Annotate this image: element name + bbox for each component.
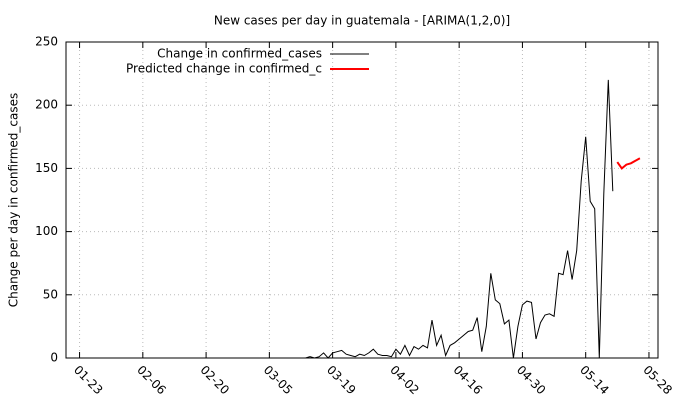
series-line [616,157,641,170]
y-axis-label: Change per day in confirmed_cases [7,93,21,308]
series-line [305,79,614,359]
legend-label: Predicted change in confirmed_c [126,62,322,76]
plot-frame [65,41,659,359]
y-tick-label: 150 [35,161,58,175]
chart-title: New cases per day in guatemala - [ARIMA(… [214,14,510,28]
y-tick-label: 250 [35,35,58,49]
y-tick-label: 50 [43,287,58,301]
legend-label: Change in confirmed_cases [157,47,322,61]
y-tick-label: 200 [35,98,58,112]
y-tick-label: 100 [35,224,58,238]
y-tick-label: 0 [50,351,58,365]
